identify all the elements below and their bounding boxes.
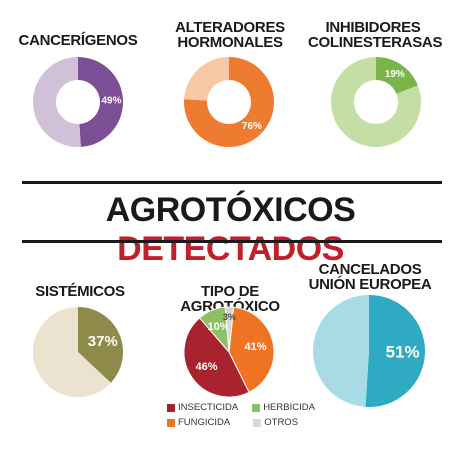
banner-title-part2: DETECTADOS — [117, 230, 344, 268]
banner-title-part1: AGROTÓXICOS — [105, 191, 356, 229]
legend-item-herbicida: HERBICIDA — [252, 402, 315, 413]
legend-swatch-otros — [253, 418, 262, 427]
pie-slice-4-1 — [183, 317, 250, 398]
chart-title-cancerigenos: CANCERÍGENOS — [18, 32, 138, 49]
chart-title-inhibidores-line1: INHIBIDORES — [325, 19, 421, 36]
chart-title-cancelados-line1: CANCELADOS — [318, 261, 422, 278]
pie-chart-2: 19% — [330, 57, 421, 147]
pie-slice-0-0 — [78, 56, 124, 147]
legend: INSECTICIDA HERBICIDA FUNGICIDA OTROS — [167, 400, 315, 430]
chart-title-inhibidores-line2: COLINESTERASAS — [308, 34, 443, 52]
pie-slice-4-0 — [228, 306, 275, 393]
pie-slice-1-0 — [184, 57, 274, 147]
pie-label-2-0: 19% — [385, 69, 405, 80]
banner-rule-top — [22, 181, 442, 184]
banner-rule-bottom — [22, 240, 442, 243]
pie-slice-3-1 — [33, 307, 111, 397]
pie-label-4-2: 10% — [208, 321, 230, 333]
legend-label-otros: OTROS — [264, 417, 299, 428]
pie-slice-0-1 — [33, 57, 81, 147]
pie-label-0-0: 49% — [101, 95, 121, 106]
legend-item-otros: OTROS — [253, 417, 298, 428]
banner-title: AGROTÓXICOS DETECTADOS — [0, 191, 461, 269]
pie-slice-1-1 — [184, 57, 229, 101]
pie-label-5-0: 51% — [386, 343, 420, 362]
legend-swatch-insecticida — [167, 403, 175, 412]
pie-label-3-0: 37% — [88, 333, 118, 350]
pie-chart-0: 49% — [33, 56, 124, 147]
legend-swatch-fungicida — [167, 418, 175, 427]
pie-label-4-3: 3% — [223, 312, 236, 322]
legend-item-insecticida: INSECTICIDA — [167, 402, 238, 413]
pie-chart-5: 51% — [312, 295, 426, 407]
pie-chart-3: 37% — [33, 307, 124, 397]
chart-title-inhibidores: INHIBIDORES COLINESTERASAS — [308, 19, 443, 52]
pie-chart-4: 41% 46% 10%3% — [183, 306, 275, 398]
pie-slice-5-1 — [312, 295, 369, 407]
legend-label-herbicida: HERBICIDA — [263, 402, 315, 413]
pie-slice-2-0 — [376, 57, 418, 94]
pie-slice-3-0 — [78, 307, 124, 383]
pie-label-4-1: 46% — [195, 361, 217, 373]
chart-title-alteradores-line2: HORMONALES — [177, 34, 283, 52]
chart-title-alteradores: ALTERADORES HORMONALES — [170, 20, 290, 51]
pie-chart-1: 76% — [184, 57, 274, 147]
pie-slice-2-1 — [330, 57, 421, 147]
pie-label-4-0: 41% — [245, 341, 267, 353]
chart-title-cancelados: CANCELADOS UNIÓN EUROPEA — [305, 262, 435, 293]
legend-item-fungicida: FUNGICIDA — [167, 417, 230, 428]
chart-title-sistemicos: SISTÉMICOS — [35, 283, 125, 300]
pie-label-1-0: 76% — [242, 121, 262, 132]
pie-slice-4-3 — [224, 306, 235, 353]
legend-label-fungicida: FUNGICIDA — [178, 417, 231, 428]
legend-swatch-herbicida — [252, 403, 261, 412]
legend-label-insecticida: INSECTICIDA — [178, 402, 239, 413]
chart-title-cancelados-line2: UNIÓN EUROPEA — [308, 276, 432, 294]
pie-slice-5-0 — [365, 295, 426, 407]
chart-title-alteradores-line1: ALTERADORES — [175, 19, 285, 36]
